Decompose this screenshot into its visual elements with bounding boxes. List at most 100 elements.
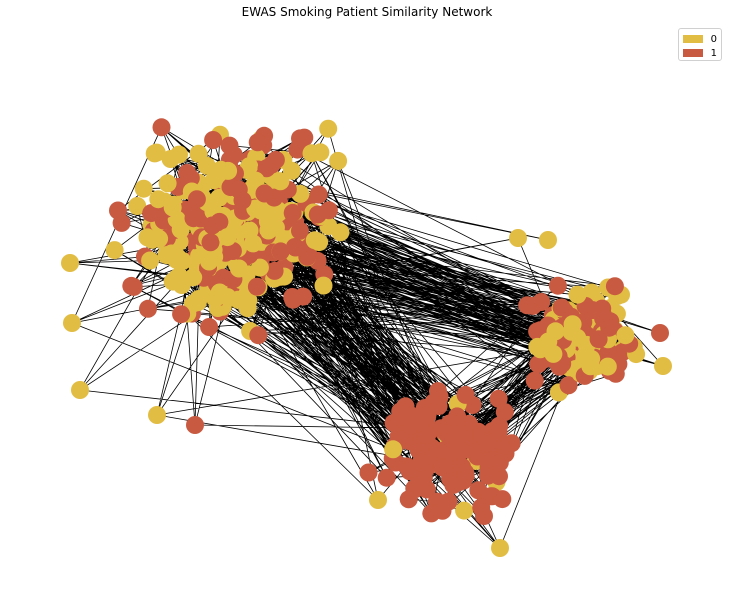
node-class-0 xyxy=(143,230,161,249)
node-class-0 xyxy=(568,285,587,304)
node-class-1 xyxy=(490,467,508,486)
node-class-1 xyxy=(475,507,493,525)
node-class-1 xyxy=(249,326,268,345)
node-class-1 xyxy=(490,453,509,472)
node-class-0 xyxy=(205,247,224,266)
node-class-0 xyxy=(244,234,263,253)
node-class-1 xyxy=(201,233,220,252)
legend: 0 1 xyxy=(678,28,722,61)
node-class-0 xyxy=(197,156,216,175)
node-class-1 xyxy=(377,468,396,487)
node-class-1 xyxy=(200,318,219,336)
node-class-0 xyxy=(184,268,203,287)
node-class-1 xyxy=(454,424,473,443)
node-class-0 xyxy=(329,151,348,170)
node-class-0 xyxy=(206,289,225,308)
node-class-0 xyxy=(61,254,79,272)
node-class-1 xyxy=(651,324,669,342)
node-class-1 xyxy=(248,133,267,152)
node-class-1 xyxy=(525,371,544,390)
node-class-1 xyxy=(295,128,314,147)
node-class-1 xyxy=(255,184,274,203)
node-class-1 xyxy=(152,118,171,137)
node-class-1 xyxy=(262,155,281,174)
node-class-0 xyxy=(229,290,248,309)
node-class-1 xyxy=(139,299,157,318)
node-class-0 xyxy=(163,198,182,217)
node-class-0 xyxy=(250,258,269,277)
node-class-0 xyxy=(167,269,186,288)
node-class-1 xyxy=(204,131,223,149)
node-class-1 xyxy=(605,277,624,296)
node-class-1 xyxy=(184,209,203,228)
node-class-0 xyxy=(302,144,321,163)
node-class-0 xyxy=(158,174,177,193)
node-class-0 xyxy=(105,241,124,260)
node-class-0 xyxy=(211,160,230,179)
node-class-1 xyxy=(409,476,428,495)
node-class-0 xyxy=(544,344,563,363)
node-class-1 xyxy=(456,385,475,404)
node-class-1 xyxy=(271,242,290,261)
node-class-0 xyxy=(258,212,277,231)
node-class-1 xyxy=(187,190,206,209)
node-class-1 xyxy=(559,376,578,395)
node-class-0 xyxy=(616,326,635,345)
node-class-1 xyxy=(291,221,309,240)
node-class-1 xyxy=(583,301,602,320)
node-class-0 xyxy=(369,491,387,509)
node-class-0 xyxy=(149,190,168,209)
node-class-1 xyxy=(489,423,508,442)
node-class-1 xyxy=(122,276,141,295)
node-class-1 xyxy=(439,492,458,511)
node-class-1 xyxy=(214,268,233,287)
node-class-1 xyxy=(210,212,229,231)
legend-swatch-1 xyxy=(683,49,703,57)
node-class-0 xyxy=(71,381,89,399)
node-class-1 xyxy=(233,191,252,210)
node-class-1 xyxy=(589,330,608,349)
legend-item-0: 0 xyxy=(683,32,717,46)
node-class-1 xyxy=(319,201,338,220)
node-class-0 xyxy=(509,229,527,247)
node-class-1 xyxy=(142,204,161,223)
node-class-1 xyxy=(493,490,512,509)
node-class-0 xyxy=(384,440,403,459)
node-class-1 xyxy=(247,277,266,296)
legend-label-0: 0 xyxy=(710,33,717,45)
node-class-1 xyxy=(548,276,567,295)
node-class-1 xyxy=(477,433,496,452)
node-class-0 xyxy=(314,276,333,295)
node-class-1 xyxy=(220,136,239,155)
node-class-1 xyxy=(433,458,452,477)
node-class-0 xyxy=(282,161,301,180)
node-class-1 xyxy=(283,203,302,222)
node-class-0 xyxy=(598,357,617,376)
node-class-1 xyxy=(359,463,378,482)
node-class-0 xyxy=(305,231,324,250)
node-class-0 xyxy=(271,172,290,191)
node-class-0 xyxy=(654,357,672,375)
node-class-0 xyxy=(491,539,509,557)
node-class-1 xyxy=(286,238,305,257)
node-class-0 xyxy=(582,349,601,368)
node-class-0 xyxy=(218,228,237,247)
node-class-1 xyxy=(186,416,204,434)
node-class-1 xyxy=(172,305,191,324)
node-class-0 xyxy=(145,144,164,163)
node-class-1 xyxy=(552,298,571,317)
node-class-1 xyxy=(411,453,430,472)
node-class-0 xyxy=(546,322,565,341)
node-class-0 xyxy=(173,252,192,270)
node-class-1 xyxy=(437,424,456,443)
legend-label-1: 1 xyxy=(710,47,717,59)
node-class-0 xyxy=(539,231,557,249)
node-class-0 xyxy=(319,119,338,138)
node-class-1 xyxy=(109,201,127,220)
node-class-0 xyxy=(331,223,350,242)
node-class-1 xyxy=(430,387,449,406)
node-class-1 xyxy=(495,403,514,422)
node-class-1 xyxy=(387,413,406,432)
node-class-1 xyxy=(265,261,284,280)
